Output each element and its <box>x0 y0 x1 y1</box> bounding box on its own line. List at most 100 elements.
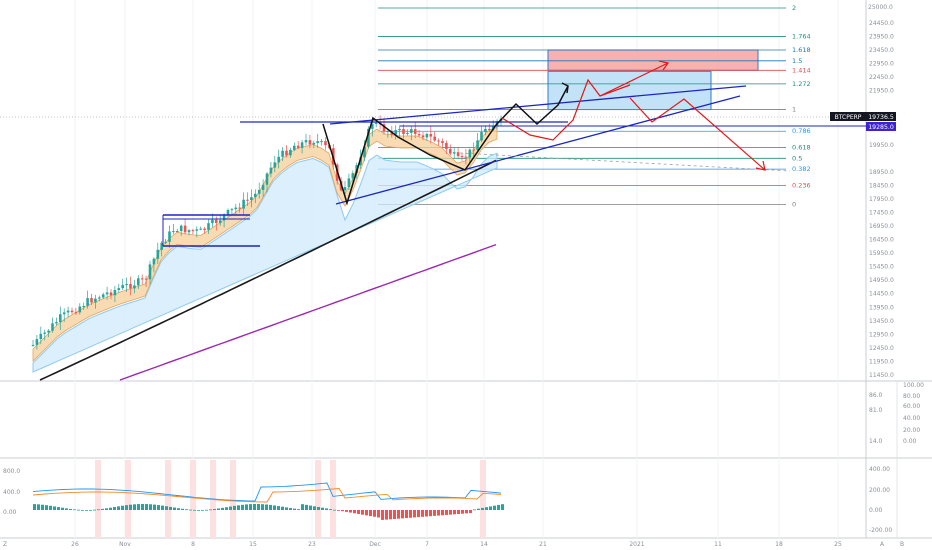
candle-body[interactable] <box>265 173 269 185</box>
candle-body[interactable] <box>394 130 397 135</box>
candle-body[interactable] <box>413 129 417 135</box>
candle-body[interactable] <box>410 129 413 133</box>
candle-body[interactable] <box>425 133 429 138</box>
candle-body[interactable] <box>484 128 487 133</box>
candle-body[interactable] <box>308 140 312 145</box>
candle-body[interactable] <box>460 156 464 158</box>
candle-body[interactable] <box>277 156 280 163</box>
candle-body[interactable] <box>402 128 405 134</box>
candle-body[interactable] <box>211 219 214 224</box>
candle-body[interactable] <box>31 344 35 346</box>
candle-body[interactable] <box>285 150 288 156</box>
candle-body[interactable] <box>203 228 206 230</box>
candle-body[interactable] <box>398 128 401 131</box>
candle-body[interactable] <box>86 298 89 306</box>
candle-body[interactable] <box>374 122 378 124</box>
candle-body[interactable] <box>273 162 277 168</box>
candle-body[interactable] <box>47 330 50 333</box>
candle-body[interactable] <box>94 298 97 303</box>
log-scale-button[interactable]: B <box>900 541 904 548</box>
red-projection-arrow[interactable] <box>599 62 669 97</box>
candle-body[interactable] <box>316 141 319 143</box>
candle-body[interactable] <box>74 312 78 314</box>
trend-dashed-line[interactable] <box>459 152 791 172</box>
candle-body[interactable] <box>35 339 39 345</box>
candle-body[interactable] <box>101 294 105 298</box>
candle-body[interactable] <box>82 305 85 307</box>
candle-body[interactable] <box>312 142 316 145</box>
candle-body[interactable] <box>359 157 362 166</box>
candle-body[interactable] <box>59 314 62 323</box>
candle-body[interactable] <box>152 258 156 265</box>
candle-body[interactable] <box>320 141 323 143</box>
candle-body[interactable] <box>476 140 479 151</box>
candle-body[interactable] <box>148 264 152 280</box>
candle-body[interactable] <box>406 132 409 134</box>
candle-body[interactable] <box>66 310 70 313</box>
candle-body[interactable] <box>164 241 167 243</box>
fibonacci-extension[interactable]: 2 1.764 1.618 1.51.414 1.272 1 0.786 0.618 0.5 0.… <box>378 4 811 208</box>
candle-body[interactable] <box>351 173 355 179</box>
candle-body[interactable] <box>230 209 234 211</box>
candle-body[interactable] <box>382 124 386 132</box>
candle-body[interactable] <box>117 288 121 291</box>
candle-body[interactable] <box>468 149 472 158</box>
candle-body[interactable] <box>281 150 284 157</box>
candle-body[interactable] <box>70 310 74 313</box>
candle-body[interactable] <box>207 223 210 230</box>
candle-body[interactable] <box>296 145 300 148</box>
candle-body[interactable] <box>195 229 199 231</box>
macd-pane[interactable]: 400.00 200.00 0.00 -200.00 800.0 400.0 0.00 <box>3 460 892 538</box>
target-zone-blue[interactable] <box>547 70 712 111</box>
candle-body[interactable] <box>269 167 273 174</box>
candle-body[interactable] <box>367 128 370 147</box>
candle-body[interactable] <box>441 141 444 143</box>
candle-body[interactable] <box>144 278 148 280</box>
candle-body[interactable] <box>156 249 160 259</box>
candle-body[interactable] <box>105 292 109 295</box>
candle-body[interactable] <box>250 197 253 201</box>
candle-body[interactable] <box>39 333 43 340</box>
candle-body[interactable] <box>140 278 144 280</box>
candle-body[interactable] <box>90 298 93 303</box>
candle-body[interactable] <box>125 284 128 286</box>
candle-body[interactable] <box>191 230 195 232</box>
candle-body[interactable] <box>199 228 202 230</box>
target-zone-red[interactable] <box>547 49 759 71</box>
wedge-upper-line[interactable] <box>329 85 747 125</box>
candle-body[interactable] <box>168 231 171 242</box>
candle-body[interactable] <box>472 149 475 151</box>
candle-body[interactable] <box>176 231 179 233</box>
candle-body[interactable] <box>456 152 460 157</box>
candle-body[interactable] <box>160 242 163 250</box>
candle-body[interactable] <box>172 231 175 233</box>
candle-body[interactable] <box>238 207 241 209</box>
candle-body[interactable] <box>363 146 366 158</box>
red-projection-path-down[interactable] <box>629 97 766 171</box>
candle-body[interactable] <box>183 225 187 233</box>
candle-body[interactable] <box>347 178 351 188</box>
candle-body[interactable] <box>98 297 101 299</box>
candle-body[interactable] <box>246 199 249 201</box>
candle-body[interactable] <box>51 323 54 331</box>
candle-body[interactable] <box>137 278 140 286</box>
candle-body[interactable] <box>488 128 491 130</box>
candle-body[interactable] <box>449 148 452 154</box>
candle-body[interactable] <box>464 156 468 158</box>
candle-body[interactable] <box>179 225 183 232</box>
candle-body[interactable] <box>417 134 421 136</box>
candle-body[interactable] <box>187 230 191 233</box>
candle-body[interactable] <box>386 131 390 133</box>
candle-body[interactable] <box>437 140 440 142</box>
candle-body[interactable] <box>113 290 117 296</box>
candle-body[interactable] <box>452 152 456 154</box>
candle-body[interactable] <box>226 209 230 215</box>
candle-body[interactable] <box>304 140 308 143</box>
price-axis[interactable]: 24450.0 23950.0 23450.0 22950.0 22450.0 21950… <box>869 20 894 379</box>
candle-body[interactable] <box>218 220 222 224</box>
zigzag-pattern[interactable] <box>322 85 569 206</box>
candle-body[interactable] <box>421 135 425 138</box>
candle-body[interactable] <box>343 187 347 191</box>
candle-body[interactable] <box>445 142 448 149</box>
